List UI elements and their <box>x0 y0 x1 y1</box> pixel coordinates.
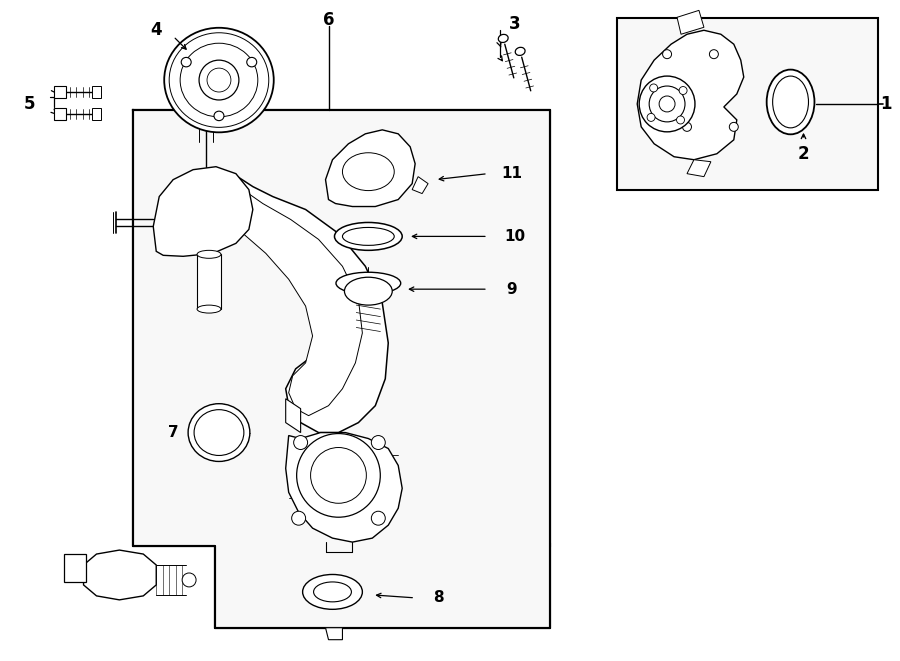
Text: 5: 5 <box>24 95 35 113</box>
Circle shape <box>372 511 385 525</box>
Ellipse shape <box>247 58 256 67</box>
Ellipse shape <box>767 69 814 134</box>
Circle shape <box>662 50 671 59</box>
Text: 2: 2 <box>797 145 809 163</box>
Bar <box>92 108 102 120</box>
Circle shape <box>649 86 685 122</box>
Text: 8: 8 <box>433 590 444 605</box>
Ellipse shape <box>180 43 257 117</box>
Polygon shape <box>326 130 415 206</box>
Ellipse shape <box>169 33 269 128</box>
Ellipse shape <box>181 58 191 67</box>
Text: 6: 6 <box>323 11 334 29</box>
Text: 4: 4 <box>150 21 162 39</box>
Polygon shape <box>687 160 711 176</box>
Circle shape <box>680 87 687 95</box>
Circle shape <box>709 50 718 59</box>
Polygon shape <box>637 30 743 160</box>
Text: 1: 1 <box>880 95 892 113</box>
Bar <box>92 86 102 98</box>
Ellipse shape <box>197 251 221 258</box>
Ellipse shape <box>302 574 363 609</box>
Text: 11: 11 <box>501 166 522 181</box>
Ellipse shape <box>345 277 392 305</box>
Ellipse shape <box>335 223 402 251</box>
Text: 9: 9 <box>507 282 517 297</box>
Circle shape <box>199 60 238 100</box>
Polygon shape <box>412 176 428 194</box>
Ellipse shape <box>313 582 351 602</box>
Bar <box>64 554 86 582</box>
Bar <box>215 544 550 628</box>
Ellipse shape <box>515 48 525 56</box>
Polygon shape <box>677 11 704 34</box>
Text: 7: 7 <box>168 425 178 440</box>
Ellipse shape <box>164 28 274 132</box>
Circle shape <box>372 436 385 449</box>
Ellipse shape <box>188 404 250 461</box>
Circle shape <box>182 573 196 587</box>
Bar <box>617 19 878 190</box>
Circle shape <box>293 436 308 449</box>
Polygon shape <box>219 174 388 432</box>
Text: 10: 10 <box>504 229 526 244</box>
Ellipse shape <box>197 305 221 313</box>
Polygon shape <box>285 399 301 432</box>
Circle shape <box>682 122 691 132</box>
Ellipse shape <box>499 34 508 42</box>
Ellipse shape <box>343 153 394 190</box>
Polygon shape <box>233 190 363 416</box>
Circle shape <box>207 68 231 92</box>
Ellipse shape <box>772 76 808 128</box>
Bar <box>54 86 66 98</box>
Bar <box>197 254 221 309</box>
PathPatch shape <box>133 110 550 628</box>
Circle shape <box>650 84 658 92</box>
Ellipse shape <box>336 272 400 294</box>
Circle shape <box>659 96 675 112</box>
Circle shape <box>639 76 695 132</box>
Bar <box>54 108 66 120</box>
Bar <box>133 110 550 546</box>
Circle shape <box>677 116 685 124</box>
Ellipse shape <box>343 227 394 245</box>
Circle shape <box>647 114 655 122</box>
Circle shape <box>729 122 738 132</box>
Circle shape <box>297 434 381 517</box>
Ellipse shape <box>214 111 224 121</box>
Text: 3: 3 <box>508 15 520 33</box>
Ellipse shape <box>194 410 244 455</box>
Circle shape <box>292 511 306 525</box>
Polygon shape <box>153 167 253 256</box>
Circle shape <box>310 447 366 503</box>
Polygon shape <box>285 432 402 542</box>
Polygon shape <box>84 550 157 600</box>
Polygon shape <box>326 628 343 640</box>
Text: 12: 12 <box>83 564 104 580</box>
